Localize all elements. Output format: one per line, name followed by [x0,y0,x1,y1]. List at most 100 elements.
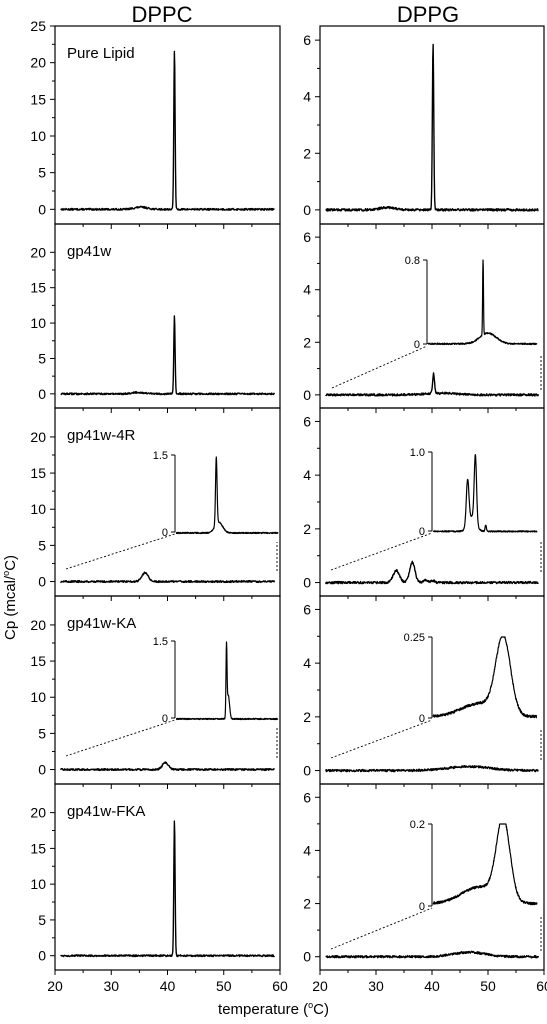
y-tick-label: 4 [303,89,311,105]
inset-y-tick-label: 0 [162,527,168,539]
y-tick-label: 0 [38,574,46,590]
y-tick-label: 10 [30,876,46,892]
column-title-dppg: DPPG [396,2,460,27]
y-tick-label: 15 [30,465,46,481]
thermogram-trace [60,315,276,396]
inset-dppg-4r: 01.0 [330,447,542,572]
y-tick-label: 2 [303,896,311,912]
y-tick-label: 2 [303,334,311,350]
inset-trace [432,636,538,719]
inset-y-tick-label: 0 [162,713,168,725]
y-tick-label: 2 [303,145,311,161]
y-tick-label: 4 [303,282,311,298]
inset-dppg-ka: 00.25 [330,632,542,760]
x-axis-label-suffix: C) [313,1001,329,1018]
y-tick-label: 10 [30,128,46,144]
inset-trace [432,823,538,906]
y-tick-label: 2 [303,709,311,725]
x-tick-label: 20 [312,978,328,994]
x-tick-label: 20 [47,978,63,994]
panel-label: gp41w-4R [67,427,136,444]
thermogram-trace [60,50,275,211]
inset-y-tick-label: 1.5 [153,636,168,648]
y-tick-label: 20 [30,244,46,260]
inset-leader-left [330,532,433,571]
panel-label: gp41w-KA [67,615,136,632]
x-tick-label: 60 [536,978,547,994]
y-tick-label: 20 [30,429,46,445]
inset-leader-left [65,533,176,570]
x-axis-label-degree: o [308,1000,314,1010]
y-tick-label: 6 [303,789,311,805]
inset-leader-left [331,345,428,389]
x-tick-label: 50 [480,978,496,994]
inset-y-tick-label: 0.25 [404,632,425,644]
y-tick-label: 20 [30,805,46,821]
y-tick-label: 20 [30,617,46,633]
column-title-dppc: DPPC [131,2,193,27]
y-tick-label: 15 [30,91,46,107]
thermogram-trace [325,372,540,397]
thermogram-trace [325,950,540,959]
y-tick-label: 0 [38,948,46,964]
y-tick-label: 10 [30,689,46,705]
x-tick-label: 40 [424,978,440,994]
y-tick-label: 10 [30,315,46,331]
y-tick-label: 15 [30,280,46,296]
inset-leader-left [330,719,433,759]
y-tick-label: 15 [30,840,46,856]
panel-dppc-fka: 0 5 10 15 20 20 30 40 50 60 gp41w-FKA [30,783,288,994]
y-tick-label: 5 [38,165,46,181]
inset-y-tick-label: 0 [419,901,425,913]
y-tick-label: 10 [30,501,46,517]
thermogram-trace [325,43,539,212]
inset-dppc-4r: 01.5 [65,450,279,571]
inset-y-tick-label: 1.0 [410,447,425,459]
panel-frame [319,223,545,409]
y-tick-label: 0 [303,387,311,403]
y-tick-label: 15 [30,653,46,669]
inset-dppg-gp41w: 00.8 [331,255,542,390]
inset-y-tick-label: 0.8 [405,255,420,267]
panel-dppg-fka: 0246203040506000.2 [303,783,547,994]
y-tick-label: 0 [303,202,311,218]
y-tick-label: 2 [303,521,311,537]
y-tick-label: 6 [303,229,311,245]
inset-y-tick-label: 0 [419,526,425,538]
y-tick-label: 0 [38,762,46,778]
thermogram-trace [324,764,539,773]
inset-y-tick-label: 0 [414,339,420,351]
x-axis-label: temperature (oC) [0,1000,547,1018]
inset-dppg-fka: 00.2 [330,819,542,951]
inset-y-tick-label: 1.5 [153,450,168,462]
y-tick-label: 5 [38,350,46,366]
panel-dppc-pure: 0 5 10 15 20 25 Pure Lipid [30,18,281,229]
y-tick-label: 0 [38,386,46,402]
inset-trace [175,456,279,535]
y-tick-label: 6 [303,601,311,617]
thermogram-trace [60,820,275,958]
thermogram-trace [59,761,275,772]
inset-dppc-ka: 01.5 [65,636,279,758]
panel-label: gp41w-FKA [67,803,145,820]
y-tick-label: 5 [38,912,46,928]
inset-trace [432,453,538,533]
panel-dppc-gp41w: 0 5 10 15 20 gp41w [30,223,281,413]
inset-leader-left [65,719,176,757]
inset-y-tick-label: 0 [419,713,425,725]
y-tick-label: 4 [303,842,311,858]
y-tick-label: 20 [30,55,46,71]
inset-trace [175,641,279,721]
panel-label: gp41w [67,243,111,260]
y-tick-label: 0 [38,201,46,217]
panel-label: Pure Lipid [67,45,135,62]
y-tick-label: 6 [303,32,311,48]
panel-dppg-pure: 0 2 4 6 [303,25,545,229]
thermogram-trace [60,571,276,584]
x-axis-label-prefix: temperature ( [218,1001,309,1018]
